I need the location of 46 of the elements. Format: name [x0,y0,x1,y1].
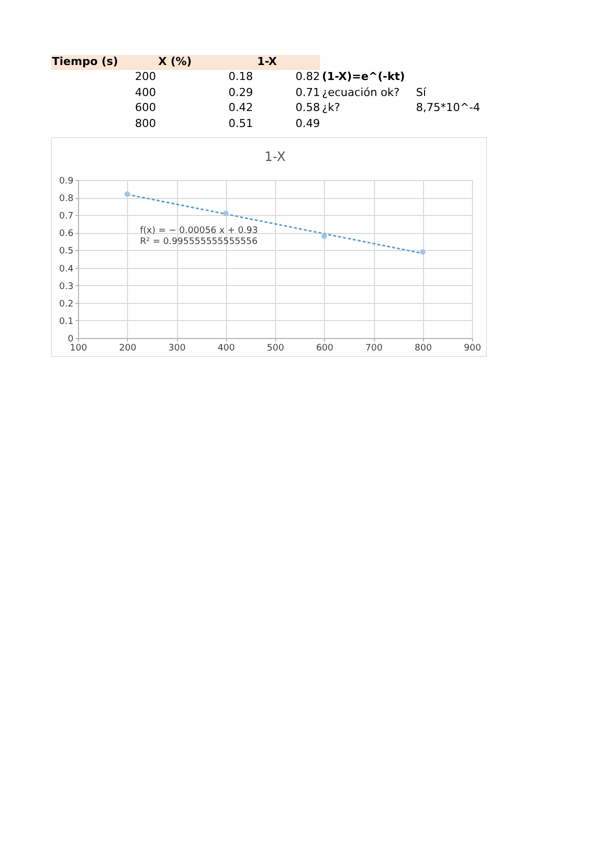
text: 600 [135,101,156,115]
text: (1-X)=e^(-kt) [322,70,405,84]
text: 0.51 [228,117,253,131]
y-tick-label: 0.9 [59,176,74,186]
y-tick-label: 0.5 [59,246,74,257]
x-tick-label: 100 [70,344,88,354]
text: 0.42 [228,101,253,115]
x-tick-label: 500 [266,344,284,354]
x-tick-label: 700 [365,344,383,354]
text: 0.58 [296,101,320,115]
text: 400 [135,86,156,100]
annotation: R² = 0.995555555555556 [140,237,258,247]
text: 0.18 [228,70,253,84]
y-tick-label: 0.8 [59,194,74,204]
y-tick-label: 0.6 [59,229,74,240]
text: 8,75*10^-4 [416,101,480,115]
text: 0.49 [296,117,320,131]
point [420,249,426,255]
x-tick-label: 200 [119,344,137,354]
text: 1-X [257,55,277,69]
y-tick-label: 0.1 [59,316,74,327]
text: 0.71 [296,86,320,100]
text: ¿ecuación ok? [322,86,400,100]
y-tick-label: 0 [68,334,74,344]
chart-title: 1-X [264,150,286,165]
y-tick-label: 0.4 [59,264,74,274]
x-tick-label: 800 [414,344,432,354]
x-tick-label: 300 [168,344,186,354]
x-tick-label: 600 [316,344,334,354]
text: 800 [135,117,156,131]
point [124,191,130,197]
text: ¿k? [322,101,340,115]
text: 200 [135,70,156,84]
y-tick-label: 0.7 [59,212,74,222]
point [223,210,228,216]
annotation: f(x) = − 0.00056 x + 0.93 [140,226,258,236]
text: 0.29 [228,86,253,100]
text: X (%) [158,55,192,69]
point [322,233,327,239]
text: Tiempo (s) [52,55,118,69]
x-tick-label: 900 [464,344,482,354]
y-tick-label: 0.3 [59,282,74,292]
text: Sí [416,86,426,100]
text: 0.82 [296,70,320,84]
x-tick-label: 400 [218,344,236,354]
y-tick-label: 0.2 [59,299,74,310]
